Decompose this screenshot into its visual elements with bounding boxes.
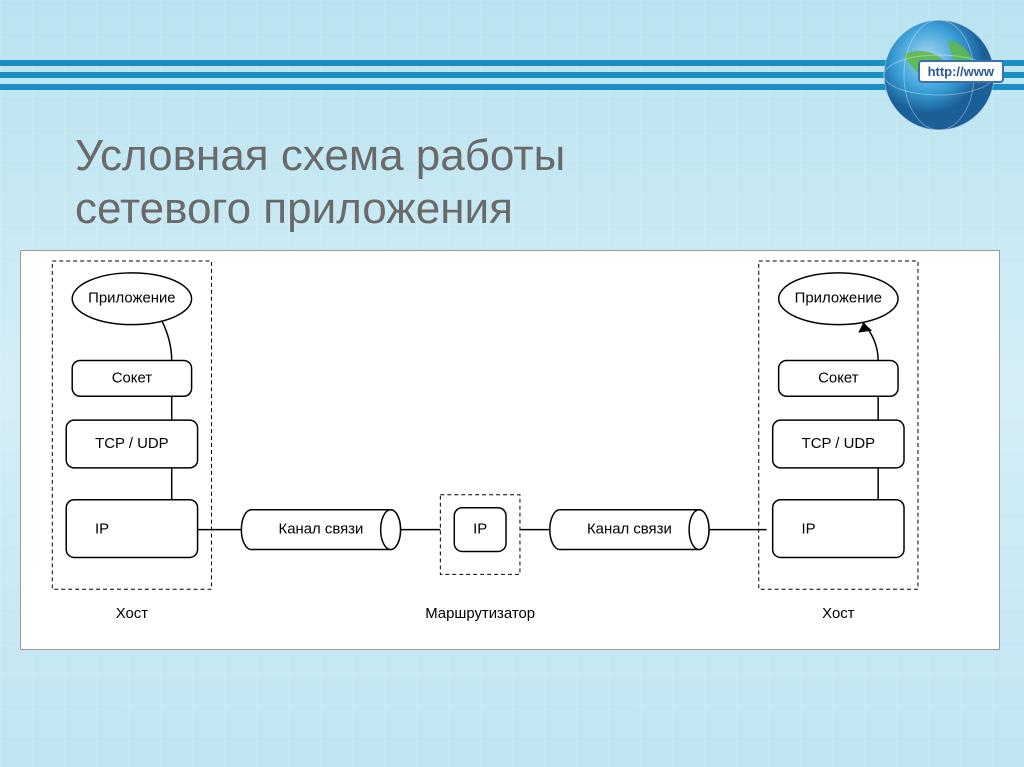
title-line-2: сетевого приложения — [75, 183, 565, 236]
left-ip-text: IP — [95, 521, 109, 538]
left-app-text: Приложение — [88, 290, 175, 307]
title-line-1: Условная схема работы — [75, 130, 565, 183]
right-transport-text: TCP / UDP — [802, 435, 875, 452]
channel2-text: Канал связи — [587, 521, 672, 538]
right-socket-text: Сокет — [818, 369, 859, 386]
right-ip-node — [773, 500, 904, 558]
flow-left-down-1 — [162, 321, 172, 361]
www-tag: http://www — [918, 60, 1004, 83]
channel-2: Канал связи — [550, 510, 709, 550]
globe-decoration: http://www — [874, 10, 1004, 140]
right-app-text: Приложение — [795, 290, 882, 307]
left-socket-text: Сокет — [112, 369, 153, 386]
left-ip-node — [66, 500, 197, 558]
left-transport-text: TCP / UDP — [95, 435, 168, 452]
slide-title: Условная схема работы сетевого приложени… — [75, 130, 565, 236]
router-ip-text: IP — [473, 521, 487, 538]
decor-lines — [0, 60, 1024, 100]
channel-1: Канал связи — [241, 510, 400, 550]
right-host-label: Хост — [822, 605, 855, 622]
left-host-label: Хост — [116, 605, 149, 622]
diagram-panel: Хост Приложение Сокет TCP / UDP IP Канал… — [20, 250, 1000, 650]
router-label: Маршрутизатор — [425, 605, 535, 622]
network-diagram: Хост Приложение Сокет TCP / UDP IP Канал… — [21, 251, 999, 649]
right-ip-text: IP — [801, 521, 815, 538]
channel1-text: Канал связи — [279, 521, 364, 538]
